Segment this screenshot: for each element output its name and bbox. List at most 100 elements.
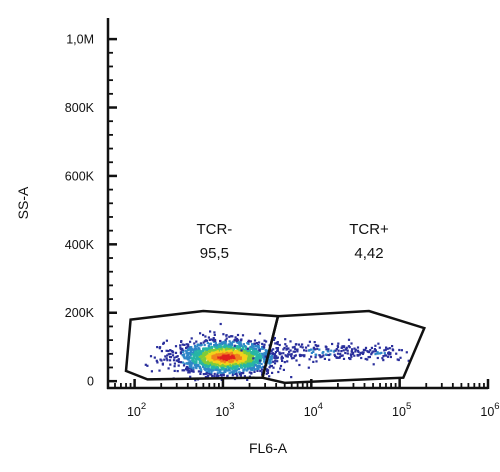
event-dot <box>205 372 208 375</box>
event-dot <box>189 340 192 343</box>
event-dot <box>233 360 237 363</box>
event-dot <box>372 363 375 366</box>
event-dot <box>192 351 195 354</box>
event-dot <box>192 357 195 360</box>
event-dot <box>199 370 203 373</box>
event-dot <box>265 368 268 371</box>
event-dot <box>167 353 170 356</box>
event-dot <box>164 355 167 358</box>
event-dot <box>267 358 270 361</box>
event-dot <box>266 352 269 355</box>
event-dot <box>260 366 263 369</box>
event-dot <box>342 357 346 360</box>
event-dot <box>350 342 353 345</box>
event-dot <box>219 322 222 326</box>
event-dot <box>179 348 182 351</box>
event-dot <box>181 347 184 350</box>
y-tick-label: 200K <box>65 306 95 320</box>
event-dot <box>213 345 216 348</box>
event-dot <box>255 349 258 352</box>
event-dot <box>166 359 169 362</box>
event-dot <box>268 360 271 363</box>
event-dot <box>198 347 201 350</box>
event-dot <box>186 362 189 365</box>
event-dot <box>213 349 216 352</box>
event-dot <box>361 351 364 354</box>
event-dot <box>221 364 224 367</box>
event-dot <box>254 352 257 355</box>
event-dot <box>179 344 182 347</box>
event-dot <box>188 364 191 367</box>
event-dot <box>246 347 249 350</box>
event-dot <box>270 354 273 358</box>
event-dot <box>216 353 219 356</box>
gate-percent-label: 95,5 <box>200 245 229 262</box>
event-dot <box>177 359 180 362</box>
event-dot <box>272 366 275 369</box>
event-dot <box>243 364 246 368</box>
event-dot <box>265 372 268 375</box>
event-dot <box>398 348 401 352</box>
event-dot <box>206 375 209 378</box>
event-dot <box>369 349 372 352</box>
event-dot <box>202 333 205 337</box>
event-dot <box>211 355 214 358</box>
event-dot <box>202 365 205 369</box>
event-dot <box>232 353 236 356</box>
x-tick-label: 102 <box>127 401 146 419</box>
event-dot <box>236 374 239 377</box>
event-dot <box>269 352 272 355</box>
event-dot <box>185 346 188 349</box>
event-dot <box>340 354 343 357</box>
event-dot <box>388 347 391 350</box>
event-dot <box>331 342 334 346</box>
event-dot <box>255 342 258 345</box>
event-dot <box>239 374 242 377</box>
event-dot <box>357 350 360 354</box>
event-dot <box>262 356 265 359</box>
event-dot <box>249 360 252 363</box>
event-dot <box>289 340 292 343</box>
event-dot <box>244 357 247 360</box>
event-dot <box>240 360 243 363</box>
event-dot <box>173 356 176 359</box>
event-dot <box>323 357 326 360</box>
event-dot <box>211 363 214 366</box>
event-dot <box>228 368 231 371</box>
event-dot <box>244 349 247 352</box>
event-dot <box>337 349 340 352</box>
event-dot <box>246 363 249 366</box>
event-dot <box>339 352 342 355</box>
event-dot <box>227 351 230 354</box>
event-dot <box>260 357 263 360</box>
event-dot <box>212 338 216 341</box>
event-dot <box>263 358 266 361</box>
event-dot <box>215 363 218 366</box>
event-dot <box>238 353 241 356</box>
event-dot <box>310 355 313 358</box>
event-dot <box>245 354 248 357</box>
event-dot <box>200 357 203 360</box>
event-dot <box>212 358 215 361</box>
event-dot <box>354 350 357 353</box>
event-dot <box>292 350 295 353</box>
event-dot <box>204 366 207 369</box>
event-dot <box>235 351 238 354</box>
event-dot <box>248 375 251 378</box>
event-dot <box>263 339 266 342</box>
event-dot <box>407 359 410 362</box>
x-tick-base: 10 <box>480 405 494 419</box>
event-dot <box>329 353 332 356</box>
event-dot <box>208 350 211 353</box>
event-dot <box>279 367 282 370</box>
event-dot <box>236 365 239 368</box>
event-dot <box>218 358 222 361</box>
event-dot <box>276 360 279 363</box>
event-dot <box>224 365 227 368</box>
event-dot <box>256 356 259 359</box>
event-dot <box>328 358 331 361</box>
event-dot <box>194 379 197 382</box>
event-dot <box>301 354 304 357</box>
event-dot <box>280 356 283 360</box>
y-tick-label: 400K <box>65 238 95 252</box>
